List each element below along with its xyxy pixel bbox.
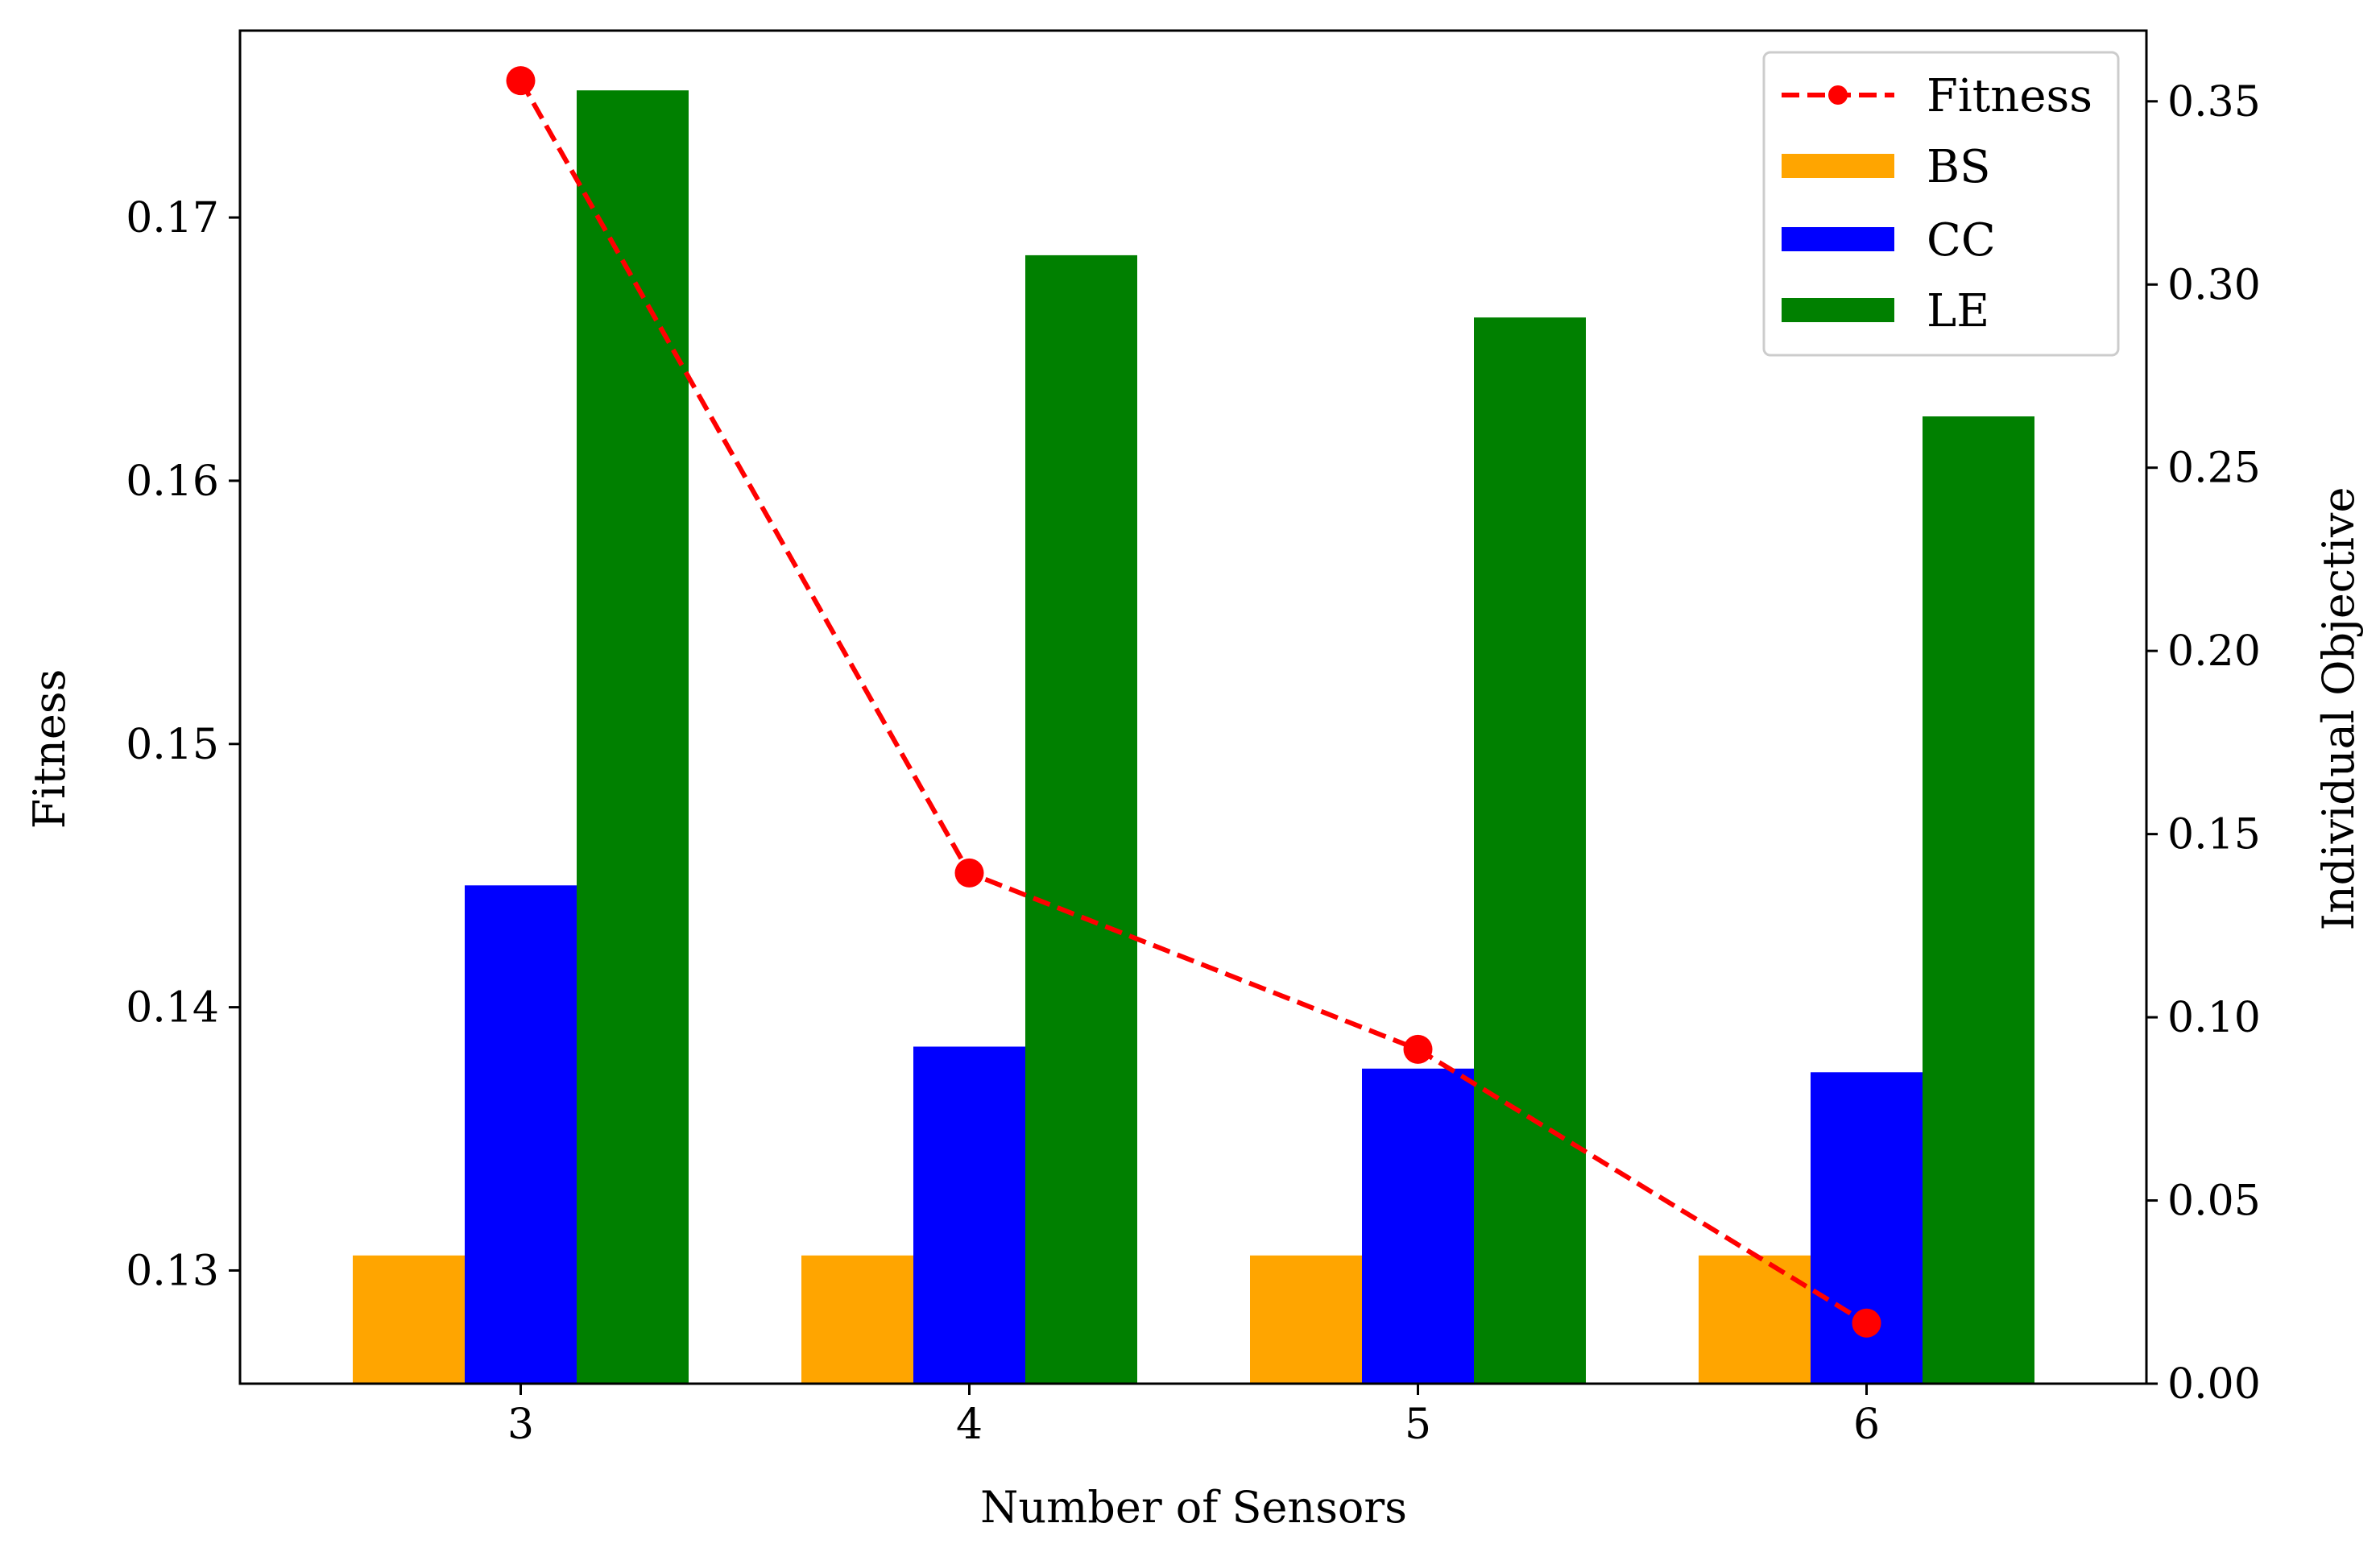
- bar-bs-5: [1250, 1255, 1362, 1384]
- x-tick-label-6: 6: [1853, 1401, 1880, 1449]
- y-right-tick-label: 0.25: [2167, 445, 2261, 493]
- y-axis-left-label: Fitness: [24, 669, 75, 830]
- y-right-tick-label: 0.30: [2167, 261, 2261, 309]
- fitness-point-5: [1403, 1034, 1433, 1064]
- bar-le-6: [1923, 416, 2034, 1384]
- y-left-tick-label: 0.15: [126, 721, 219, 769]
- fitness-point-3: [506, 66, 536, 96]
- y-axis-right-label: Individual Objective: [2313, 487, 2364, 931]
- legend-marker-fitness: [1828, 85, 1848, 105]
- y-right-tick-label: 0.20: [2167, 627, 2261, 676]
- y-right-tick-label: 0.10: [2167, 994, 2261, 1042]
- legend-label-le: LE: [1927, 285, 1989, 337]
- x-axis-label: Number of Sensors: [980, 1482, 1407, 1533]
- fitness-point-6: [1852, 1308, 1881, 1338]
- bar-cc-3: [465, 885, 577, 1384]
- fitness-point-4: [954, 858, 984, 888]
- bar-bs-4: [801, 1255, 913, 1384]
- bar-cc-4: [913, 1046, 1025, 1384]
- legend-box: [1762, 51, 2120, 357]
- bar-le-5: [1474, 317, 1586, 1384]
- bar-le-4: [1025, 255, 1137, 1384]
- y-left-tick-label: 0.14: [126, 984, 219, 1033]
- fitness-line-layer: [506, 66, 1881, 1338]
- y-right-tick-label: 0.15: [2167, 811, 2261, 859]
- bar-bs-6: [1699, 1255, 1811, 1384]
- y-left-tick-label: 0.13: [126, 1247, 219, 1295]
- y-right-tick-label: 0.05: [2167, 1177, 2261, 1226]
- legend-label-bs: BS: [1927, 141, 1991, 193]
- x-tick-label-4: 4: [956, 1401, 983, 1449]
- legend-swatch-le: [1782, 298, 1894, 322]
- y-left-tick-label: 0.17: [126, 194, 219, 242]
- bar-bs-3: [353, 1255, 465, 1384]
- legend: Fitness BS CC LE: [1762, 51, 2120, 357]
- y-right-tick-label: 0.35: [2167, 78, 2261, 126]
- plot-frame: [238, 29, 2148, 1385]
- y-left-tick-label: 0.16: [126, 457, 219, 506]
- y-right-tick-label: 0.00: [2167, 1360, 2261, 1409]
- legend-swatch-bs: [1782, 154, 1894, 178]
- x-tick-label-5: 5: [1405, 1401, 1431, 1449]
- fitness-line: [518, 79, 1869, 1326]
- legend-label-cc: CC: [1927, 214, 1996, 267]
- legend-swatch-cc: [1782, 227, 1894, 251]
- axes-frame: [238, 29, 2148, 1385]
- bar-cc-5: [1362, 1068, 1474, 1384]
- bar-le-3: [577, 90, 689, 1384]
- legend-label-fitness: Fitness: [1927, 70, 2092, 122]
- ticks-layer: 3 4 5 6 0.13 0.14 0.15 0.16 0.17 0.00 0.05 0.10 0.15…: [126, 78, 2261, 1449]
- x-tick-label-3: 3: [507, 1401, 534, 1449]
